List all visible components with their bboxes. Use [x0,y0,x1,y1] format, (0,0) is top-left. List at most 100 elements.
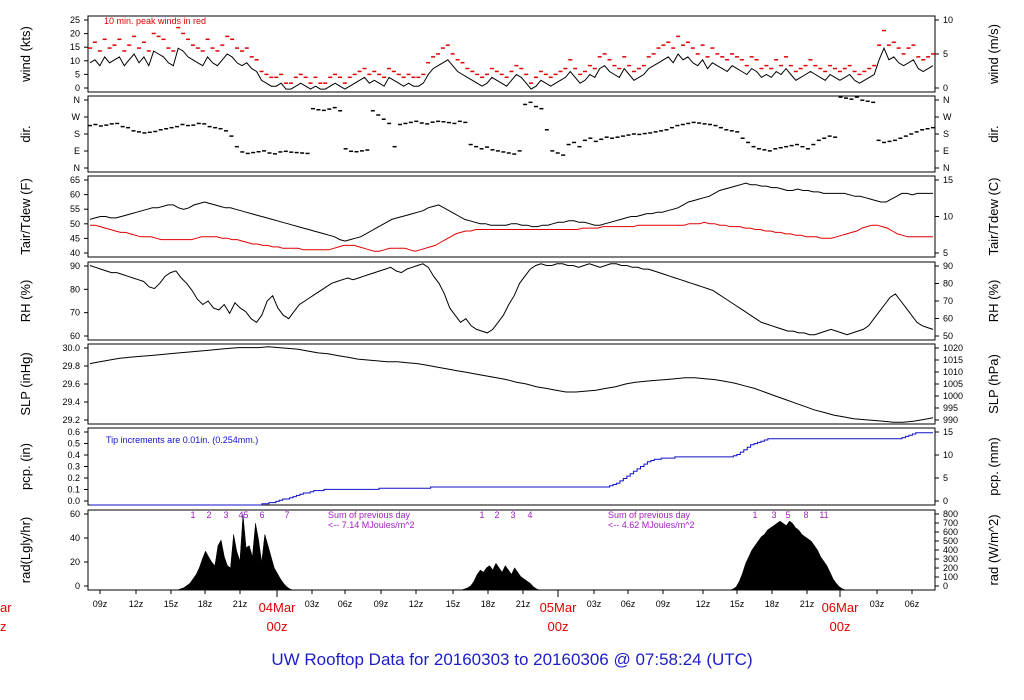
x-tick-label: 09z [374,599,389,609]
y-tick-label-right: 1005 [943,379,963,389]
hour-marker: 5 [243,510,248,520]
y-tick-label: 20 [70,29,80,39]
date-time-label-cut: z [0,619,7,634]
radiation-area [90,514,933,591]
hour-marker: 3 [771,510,776,520]
x-tick-label: 18z [765,599,780,609]
x-tick-label: 12z [696,599,711,609]
y-axis-label-right: RH (%) [986,280,1001,323]
x-tick-label: 06z [905,599,920,609]
y-tick-label: 15 [70,42,80,52]
x-tick-label: 18z [481,599,496,609]
y-tick-label-right: 15 [943,175,953,185]
y-tick-label-right: 990 [943,415,958,425]
date-time-label: 00z [267,619,288,634]
y-tick-label: 29.8 [62,361,80,371]
y-tick-label-right: 800 [943,509,958,519]
y-tick-label: 40 [70,533,80,543]
hour-marker: 11 [819,510,828,520]
y-axis-label-right: wind (m/s) [986,24,1001,85]
y-tick-label-right: 0 [943,496,948,506]
y-tick-label: 29.6 [62,379,80,389]
y-tick-label-right: S [943,129,949,139]
y-tick-label: 0.2 [67,473,80,483]
x-tick-label: 09z [93,599,108,609]
y-tick-label: 50 [70,219,80,229]
y-tick-label: 55 [70,204,80,214]
y-tick-label: N [74,163,81,173]
y-axis-label: rad(Lgly/hr) [18,517,33,583]
series-line [89,46,934,90]
date-label: 06Mar [822,600,860,615]
x-tick-label: 03z [587,599,602,609]
y-tick-label-right: 15 [943,427,953,437]
panel-frame [87,175,936,258]
y-tick-label-right: 90 [943,261,953,271]
daily-sum-label: Sum of previous day [608,510,691,520]
x-tick-label: 06z [338,599,353,609]
series-line [90,221,933,252]
date-label-cut: ar [0,600,12,615]
y-tick-label-right: 200 [943,563,958,573]
series-line [89,263,934,336]
daily-sum-value: <-- 7.14 MJoules/m^2 [328,520,415,530]
page-title: UW Rooftop Data for 20160303 to 20160306… [271,650,753,669]
hour-marker: 2 [206,510,211,520]
x-tick-label: 21z [800,599,815,609]
y-tick-label: 70 [70,308,80,318]
y-tick-label: 60 [70,509,80,519]
y-tick-label-right: 0 [943,581,948,591]
hour-marker: 4 [527,510,532,520]
y-tick-label-right: 1015 [943,355,963,365]
hour-marker: 4 [238,510,243,520]
x-tick-label: 15z [730,599,745,609]
y-tick-label: 80 [70,284,80,294]
x-tick-label: 15z [164,599,179,609]
y-axis-label-right: pcp. (mm) [986,437,1001,496]
hour-marker: 1 [752,510,757,520]
y-tick-label-right: 100 [943,572,958,582]
y-tick-label-right: 1010 [943,367,963,377]
y-tick-label-right: 5 [943,473,948,483]
date-time-label: 00z [830,619,851,634]
y-tick-label-right: 70 [943,296,953,306]
hour-marker: 7 [284,510,289,520]
y-tick-label-right: 600 [943,527,958,537]
y-tick-label-right: W [943,112,952,122]
y-tick-label-right: 5 [943,248,948,258]
date-time-label: 00z [548,619,569,634]
y-tick-label: 0 [75,83,80,93]
y-tick-label-right: 80 [943,279,953,289]
y-axis-label: dir. [18,125,33,142]
y-tick-label: 25 [70,15,80,25]
y-tick-label: 45 [70,233,80,243]
daily-sum-label: Sum of previous day [328,510,411,520]
y-tick-label: 29.2 [62,415,80,425]
y-tick-label-right: 10 [943,212,953,222]
y-tick-label-right: 60 [943,314,953,324]
hour-marker: 1 [190,510,195,520]
x-tick-label: 21z [233,599,248,609]
y-tick-label-right: 10 [943,15,953,25]
y-tick-label-right: 0 [943,83,948,93]
y-tick-label: E [74,146,80,156]
x-tick-label: 21z [516,599,531,609]
y-tick-label: 0.3 [67,462,80,472]
y-tick-label: 0.5 [67,439,80,449]
y-tick-label: 60 [70,331,80,341]
y-tick-label: 20 [70,557,80,567]
peak-wind-legend: 10 min. peak winds in red [104,16,206,26]
precip-legend: Tip increments are 0.01in. (0.254mm.) [106,435,258,445]
y-axis-label-right: rad (W/m^2) [986,514,1001,585]
y-tick-label: 65 [70,175,80,185]
hour-marker: 3 [510,510,515,520]
y-axis-label-right: SLP (hPa) [986,354,1001,414]
date-label: 05Mar [540,600,578,615]
hour-marker: 8 [803,510,808,520]
panel-frame [87,343,936,425]
hour-marker: 2 [494,510,499,520]
hour-marker: 1 [479,510,484,520]
y-tick-label: N [74,95,81,105]
